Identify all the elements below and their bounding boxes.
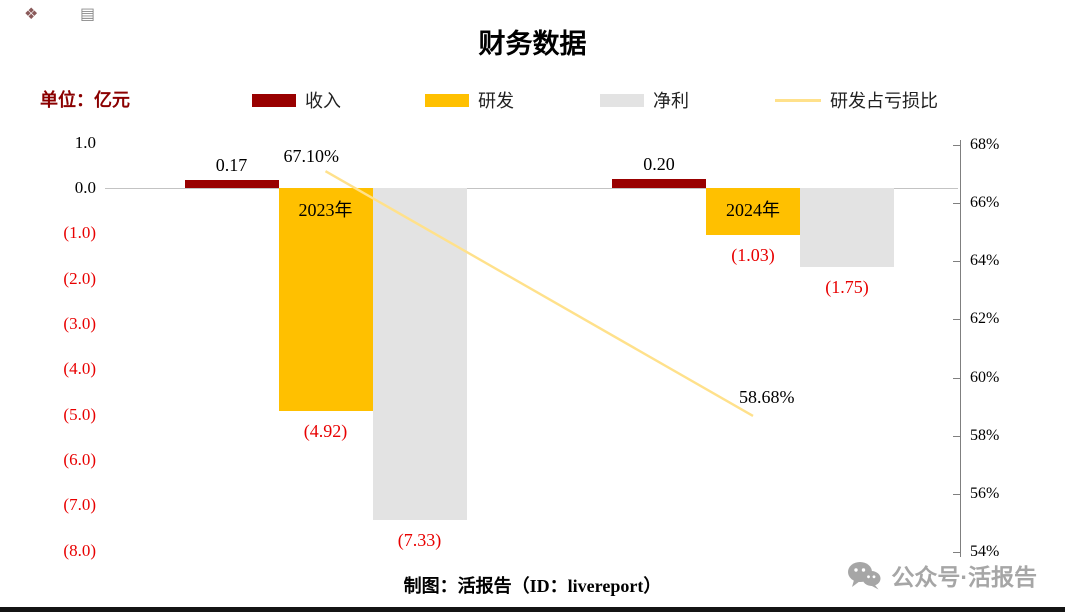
right-axis-tick-label: 64% — [970, 252, 1000, 270]
line-point-label-1: 67.10% — [283, 146, 340, 167]
right-axis-tick-label: 56% — [970, 484, 1000, 502]
bar-value-label-revenue-1: 0.17 — [215, 155, 248, 176]
left-axis-tick-label: 0.0 — [74, 178, 96, 197]
legend-swatch-net — [600, 93, 644, 107]
category-label-1: 2023年 — [298, 200, 353, 220]
chart-title: 财务数据 — [478, 29, 587, 59]
legend-swatch-rd — [425, 93, 469, 107]
category-label-2: 2024年 — [726, 200, 780, 220]
left-axis-tick-label: (5.0) — [63, 404, 96, 424]
legend-label-net: 净利 — [653, 91, 689, 111]
bar-net-1 — [372, 188, 467, 521]
right-axis-tick-label: 68% — [970, 136, 1000, 153]
legend-item-rd: 研发 — [425, 87, 514, 113]
decorative-corner-icon-1: ❖ — [24, 6, 39, 23]
right-axis-tick-label: 58% — [970, 426, 1000, 444]
left-axis-tick-label: (3.0) — [63, 313, 96, 333]
legend-label-revenue: 收入 — [305, 91, 341, 111]
right-axis-tickmark — [953, 203, 960, 205]
decorative-corner-icon-2: ▤ — [80, 6, 96, 23]
bar-net-2 — [800, 188, 894, 268]
left-axis-tick-label: (2.0) — [63, 268, 96, 288]
legend-line-swatch-ratio — [775, 98, 821, 102]
bottom-border — [0, 607, 1065, 612]
left-axis-tick-label: (6.0) — [63, 449, 96, 469]
bar-revenue-2 — [612, 178, 706, 188]
right-axis-tickmark — [953, 377, 960, 379]
bar-rd-1 — [278, 188, 373, 412]
right-axis-tickmark — [953, 493, 960, 495]
left-axis-tick-label: (7.0) — [63, 495, 96, 515]
left-axis-tick-label: (1.0) — [63, 223, 96, 243]
credit-line: 制图：活报告（ID：livereport） — [403, 576, 662, 596]
right-axis-tickmark — [953, 145, 960, 146]
right-axis-tickmark — [953, 435, 960, 437]
right-axis-tickmark — [953, 261, 960, 263]
wechat-account-label: 公众号·活报告 — [891, 564, 1037, 590]
legend-item-net: 净利 — [600, 87, 689, 113]
wechat-badge: 公众号·活报告 — [847, 558, 1037, 592]
left-axis-tick-label: (8.0) — [63, 540, 96, 560]
bar-revenue-1 — [184, 180, 279, 188]
right-axis-line — [960, 140, 961, 557]
bar-value-label-net-1: (7.33) — [397, 530, 442, 551]
legend-label-rd: 研发 — [478, 91, 514, 111]
right-axis-tick-label: 66% — [970, 194, 1000, 212]
right-axis-tickmark — [953, 551, 960, 553]
right-axis-tick-label: 54% — [970, 542, 1000, 560]
right-axis-tick-label: 60% — [970, 368, 1000, 386]
legend-swatch-revenue — [252, 93, 296, 107]
legend-label-ratio: 研发占亏损比 — [830, 91, 938, 111]
bar-value-label-revenue-2: 0.20 — [643, 153, 675, 174]
left-axis-tick-label: (4.0) — [63, 359, 96, 379]
unit-label: 单位：亿元 — [40, 90, 130, 110]
legend-item-revenue: 收入 — [252, 87, 341, 113]
bar-value-label-rd-1: (4.92) — [303, 421, 348, 442]
left-axis-tick-label: 1.0 — [74, 132, 96, 152]
bar-value-label-net-2: (1.75) — [825, 277, 869, 298]
bar-value-label-rd-2: (1.03) — [731, 244, 775, 265]
line-point-label-2: 58.68% — [739, 386, 795, 407]
legend-item-ratio: 研发占亏损比 — [775, 87, 938, 113]
right-axis-tick-label: 62% — [970, 310, 1000, 328]
wechat-icon — [848, 562, 881, 590]
right-axis-tickmark — [953, 319, 960, 321]
